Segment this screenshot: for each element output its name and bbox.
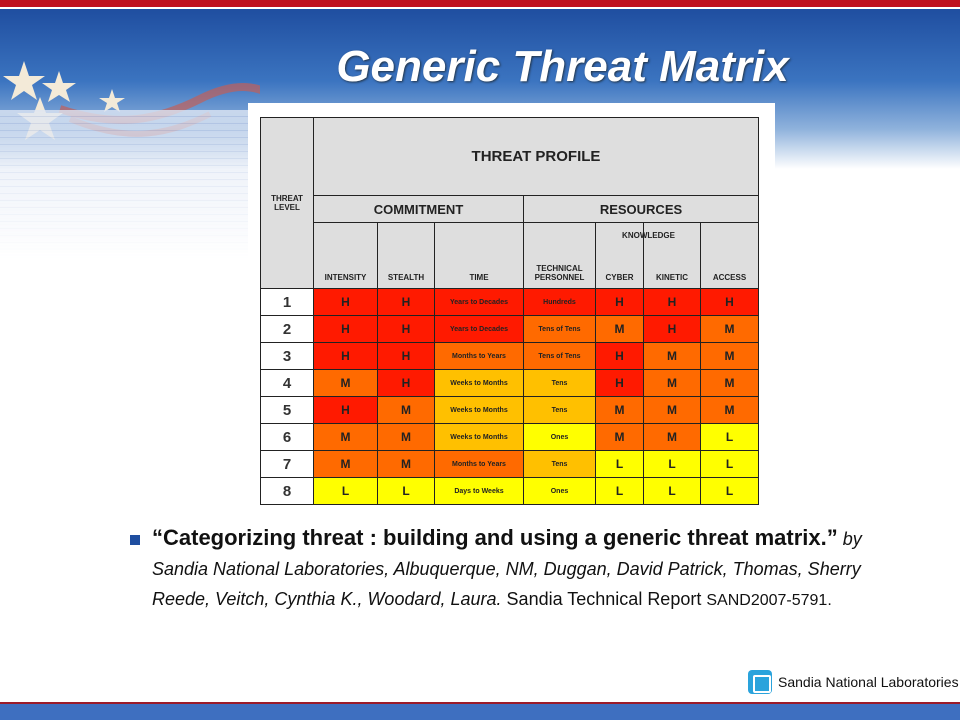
citation-number: SAND2007-5791. xyxy=(706,592,832,609)
threat-level-cell: 4 xyxy=(260,369,314,397)
matrix-cell: Weeks to Months xyxy=(434,369,524,397)
sandia-logo: Sandia National Laboratories xyxy=(748,670,959,694)
matrix-cell: M xyxy=(700,315,759,343)
citation-report: Sandia Technical Report xyxy=(506,589,702,609)
logo-text: Sandia National Laboratories xyxy=(778,674,959,690)
matrix-cell: Tens of Tens xyxy=(523,342,596,370)
footer-red-line xyxy=(0,702,960,704)
matrix-cell: Years to Decades xyxy=(434,315,524,343)
top-red-bar xyxy=(0,0,960,8)
matrix-cell: H xyxy=(643,315,701,343)
matrix-cell: Months to Years xyxy=(434,450,524,478)
footer-blue-bar xyxy=(0,704,960,720)
matrix-cell: Weeks to Months xyxy=(434,396,524,424)
matrix-cell: H xyxy=(313,342,378,370)
slide-title: Generic Threat Matrix xyxy=(336,42,789,91)
matrix-cell: H xyxy=(595,288,644,316)
matrix-cell: M xyxy=(313,423,378,451)
matrix-cell: Tens xyxy=(523,396,596,424)
matrix-cell: M xyxy=(595,423,644,451)
matrix-cell: Days to Weeks xyxy=(434,477,524,505)
table-row: 5 H M Weeks to Months Tens M M M xyxy=(260,396,759,424)
matrix-cell: Tens xyxy=(523,369,596,397)
threat-level-header: THREAT LEVEL xyxy=(260,117,314,289)
matrix-cell: M xyxy=(313,450,378,478)
matrix-cell: L xyxy=(313,477,378,505)
matrix-cell: Tens xyxy=(523,450,596,478)
matrix-cell: Weeks to Months xyxy=(434,423,524,451)
matrix-cell: M xyxy=(700,369,759,397)
matrix-cell: Ones xyxy=(523,477,596,505)
threat-level-cell: 6 xyxy=(260,423,314,451)
table-row: 8 L L Days to Weeks Ones L L L xyxy=(260,477,759,505)
column-header: INTENSITY xyxy=(313,222,378,289)
column-header: TIME xyxy=(434,222,524,289)
matrix-cell: H xyxy=(595,342,644,370)
threat-profile-header: THREAT PROFILE xyxy=(313,117,759,196)
matrix-cell: H xyxy=(313,315,378,343)
table-row: 7 M M Months to Years Tens L L L xyxy=(260,450,759,478)
matrix-cell: Ones xyxy=(523,423,596,451)
matrix-cell: L xyxy=(595,477,644,505)
matrix-cell: H xyxy=(377,288,435,316)
matrix-cell: M xyxy=(643,423,701,451)
thunderbird-icon xyxy=(748,670,772,694)
matrix-cell: L xyxy=(377,477,435,505)
matrix-cell: H xyxy=(700,288,759,316)
table-row: 6 M M Weeks to Months Ones M M L xyxy=(260,423,759,451)
matrix-cell: M xyxy=(643,342,701,370)
matrix-cell: Months to Years xyxy=(434,342,524,370)
citation: “Categorizing threat : building and usin… xyxy=(152,523,862,616)
column-header: STEALTH xyxy=(377,222,435,289)
knowledge-header: KNOWLEDGE xyxy=(622,231,675,240)
matrix-cell: L xyxy=(700,450,759,478)
table-row: 3 H H Months to Years Tens of Tens H M M xyxy=(260,342,759,370)
matrix-cell: Hundreds xyxy=(523,288,596,316)
threat-level-cell: 7 xyxy=(260,450,314,478)
citation-authors: by Sandia National Laboratories, Albuque… xyxy=(152,529,862,609)
threat-level-cell: 5 xyxy=(260,396,314,424)
matrix-cell: L xyxy=(700,477,759,505)
matrix-cell: M xyxy=(643,396,701,424)
column-header: CYBER KNOWLEDGE xyxy=(595,222,675,289)
resources-header: RESOURCES xyxy=(523,195,759,223)
matrix-cell: H xyxy=(313,396,378,424)
table-row: 4 M H Weeks to Months Tens H M M xyxy=(260,369,759,397)
commitment-header: COMMITMENT xyxy=(313,195,524,223)
threat-level-cell: 1 xyxy=(260,288,314,316)
column-header: TECHNICAL PERSONNEL xyxy=(523,222,596,289)
threat-level-cell: 3 xyxy=(260,342,314,370)
column-header: ACCESS xyxy=(700,222,759,289)
decorative-lines xyxy=(0,110,250,260)
matrix-cell: H xyxy=(377,342,435,370)
matrix-cell: H xyxy=(377,315,435,343)
matrix-cell: L xyxy=(595,450,644,478)
matrix-cell: M xyxy=(700,342,759,370)
table-row: 2 H H Years to Decades Tens of Tens M H M xyxy=(260,315,759,343)
threat-matrix-image: THREAT LEVEL THREAT PROFILE COMMITMENT R… xyxy=(248,103,775,516)
matrix-cell: H xyxy=(595,369,644,397)
matrix-cell: L xyxy=(700,423,759,451)
citation-title: “Categorizing threat : building and usin… xyxy=(152,525,838,550)
table-row: 1 H H Years to Decades Hundreds H H H xyxy=(260,288,759,316)
matrix-cell: H xyxy=(377,369,435,397)
threat-matrix-table: THREAT LEVEL THREAT PROFILE COMMITMENT R… xyxy=(260,117,759,505)
threat-level-cell: 8 xyxy=(260,477,314,505)
bullet-icon xyxy=(130,535,140,545)
matrix-cell: H xyxy=(313,288,378,316)
threat-level-cell: 2 xyxy=(260,315,314,343)
matrix-cell: M xyxy=(595,315,644,343)
matrix-cell: L xyxy=(643,450,701,478)
matrix-cell: L xyxy=(643,477,701,505)
matrix-cell: M xyxy=(313,369,378,397)
matrix-cell: M xyxy=(377,396,435,424)
matrix-cell: M xyxy=(643,369,701,397)
matrix-cell: M xyxy=(700,396,759,424)
matrix-cell: H xyxy=(643,288,701,316)
matrix-cell: Years to Decades xyxy=(434,288,524,316)
matrix-cell: M xyxy=(377,450,435,478)
matrix-cell: M xyxy=(377,423,435,451)
matrix-cell: Tens of Tens xyxy=(523,315,596,343)
matrix-cell: M xyxy=(595,396,644,424)
